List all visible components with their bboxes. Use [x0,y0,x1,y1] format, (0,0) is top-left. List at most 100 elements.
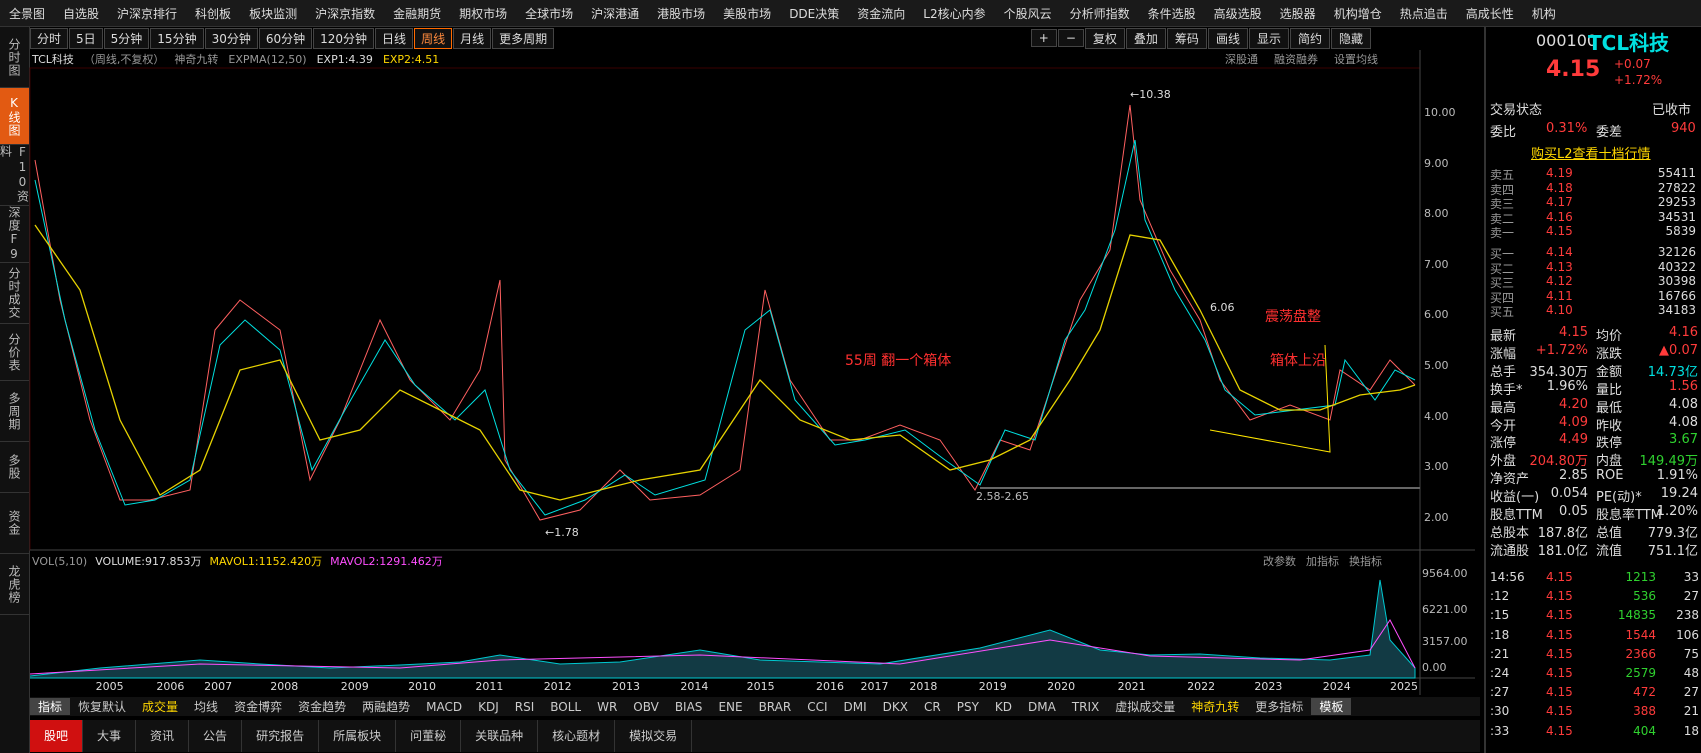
bottom-tab[interactable]: 关联品种 [461,720,539,752]
tool-button[interactable]: 显示 [1248,27,1289,49]
tool-button[interactable]: 隐藏 [1330,27,1371,49]
indicator-tab[interactable]: BIAS [674,699,703,714]
side-tab[interactable]: F10资料 [0,145,30,206]
menu-item[interactable]: 沪深京排行 [117,6,178,21]
bottom-tab[interactable]: 模拟交易 [615,720,693,752]
tool-button[interactable]: 叠加 [1125,27,1166,49]
indicator-tab[interactable]: CR [924,699,941,714]
indicator-tab[interactable]: 成交量 [142,700,179,714]
period-tab[interactable]: 30分钟 [204,27,258,49]
period-tab[interactable]: 5日 [69,27,103,49]
period-tab[interactable]: 5分钟 [103,27,150,49]
side-tab[interactable]: K线图 [0,88,29,145]
period-tab[interactable]: 周线 [414,27,453,49]
menu-item[interactable]: 美股市场 [723,6,772,21]
vol-link[interactable]: 加指标 [1306,555,1339,568]
menu-item[interactable]: L2核心内参 [923,6,986,21]
period-tab[interactable]: 分时 [30,27,69,49]
indicator-tab[interactable]: 神奇九转 [1191,700,1240,714]
period-tab[interactable]: 更多周期 [492,27,555,49]
indicator-tab[interactable]: RSI [514,699,535,714]
indicator-tab[interactable]: 更多指标 [1255,700,1304,714]
bottom-tab[interactable]: 资讯 [136,720,190,752]
indicator-tab[interactable]: BOLL [550,699,582,714]
menu-item[interactable]: 高成长性 [1465,6,1514,21]
chart-link[interactable]: 设置均线 [1334,53,1378,66]
menu-item[interactable]: 科创板 [195,6,232,21]
indicator-tab[interactable]: 均线 [194,700,219,714]
menu-item[interactable]: 热点追击 [1399,6,1448,21]
side-tab[interactable]: 龙虎榜 [0,554,29,615]
menu-item[interactable]: 沪深港通 [591,6,640,21]
menu-item[interactable]: 高级选股 [1213,6,1262,21]
menu-item[interactable]: 金融期货 [393,6,442,21]
chart-link[interactable]: 深股通 [1225,53,1258,66]
side-tab[interactable]: 分时图 [0,27,29,88]
indicator-tab[interactable]: DMI [843,699,867,714]
period-tab[interactable]: 15分钟 [150,27,204,49]
tool-button[interactable]: − [1057,29,1084,47]
menu-item[interactable]: 分析师指数 [1069,6,1130,21]
bottom-tab[interactable]: 研究报告 [242,720,320,752]
indicator-tab[interactable]: CCI [807,699,828,714]
menu-item[interactable]: DDE决策 [789,6,840,21]
menu-item[interactable]: 自选股 [63,6,100,21]
indicator-tab[interactable]: 恢复默认 [78,700,127,714]
bottom-tab[interactable]: 股吧 [30,720,84,752]
side-tab[interactable]: 深度F9 [0,206,29,263]
bottom-tab[interactable]: 大事 [83,720,137,752]
indicator-tab[interactable]: DMA [1028,699,1056,714]
vol-link[interactable]: 改参数 [1263,555,1296,568]
indicator-tab[interactable]: WR [597,699,618,714]
indicator-tab[interactable]: 资金趋势 [298,700,347,714]
indicator-tab[interactable]: DKX [882,699,908,714]
bottom-tab[interactable]: 所属板块 [319,720,397,752]
indicator-tab[interactable]: ENE [718,699,743,714]
indicator-tab[interactable]: MACD [426,699,463,714]
tool-button[interactable]: 筹码 [1166,27,1207,49]
indicator-tab[interactable]: KD [994,699,1013,714]
indicator-tab[interactable]: 指标 [30,698,71,715]
menu-item[interactable]: 资金流向 [857,6,906,21]
menu-item[interactable]: 个股风云 [1003,6,1052,21]
menu-item[interactable]: 期权市场 [459,6,508,21]
tool-button[interactable]: + [1030,29,1057,47]
tool-button[interactable]: 简约 [1289,27,1330,49]
menu-item[interactable]: 机构 [1531,6,1556,21]
indicator-tab[interactable]: KDJ [478,699,499,714]
side-tab[interactable]: 分价表 [0,324,29,381]
indicator-tab[interactable]: 虚拟成交量 [1115,700,1176,714]
menu-item[interactable]: 沪深京指数 [315,6,376,21]
indicator-tab[interactable]: 两融趋势 [362,700,411,714]
indicator-tab[interactable]: BRAR [758,699,792,714]
menu-item[interactable]: 港股市场 [657,6,706,21]
menu-item[interactable]: 条件选股 [1147,6,1196,21]
l2-link[interactable]: 购买L2查看十档行情 [1531,147,1651,162]
bottom-tab[interactable]: 公告 [189,720,243,752]
tool-button[interactable]: 画线 [1207,27,1248,49]
indicator-tab[interactable]: OBV [633,699,659,714]
side-tab[interactable]: 多股 [0,442,29,493]
menu-item[interactable]: 选股器 [1279,6,1316,21]
side-tab[interactable]: 多周期 [0,381,29,442]
vol-link[interactable]: 换指标 [1349,555,1382,568]
indicator-tab[interactable]: PSY [956,699,979,714]
tool-button[interactable]: 复权 [1084,27,1125,49]
period-tab[interactable]: 日线 [375,27,414,49]
period-tab[interactable]: 120分钟 [313,27,375,49]
menu-item[interactable]: 机构增仓 [1333,6,1382,21]
bottom-tab[interactable]: 问董秘 [396,720,462,752]
year-label: 2022 [1187,680,1216,693]
period-tab[interactable]: 60分钟 [258,27,313,49]
chart-link[interactable]: 融资融券 [1274,53,1318,66]
side-tab[interactable]: 分时成交 [0,263,29,324]
bottom-tab[interactable]: 核心题材 [538,720,616,752]
indicator-tab[interactable]: 资金博弈 [234,700,283,714]
menu-item[interactable]: 全景图 [9,6,46,21]
indicator-tab[interactable]: 模板 [1311,698,1352,715]
menu-item[interactable]: 全球市场 [525,6,574,21]
indicator-tab[interactable]: TRIX [1071,699,1100,714]
menu-item[interactable]: 板块监测 [249,6,298,21]
side-tab[interactable]: 资金 [0,493,29,554]
period-tab[interactable]: 月线 [453,27,492,49]
